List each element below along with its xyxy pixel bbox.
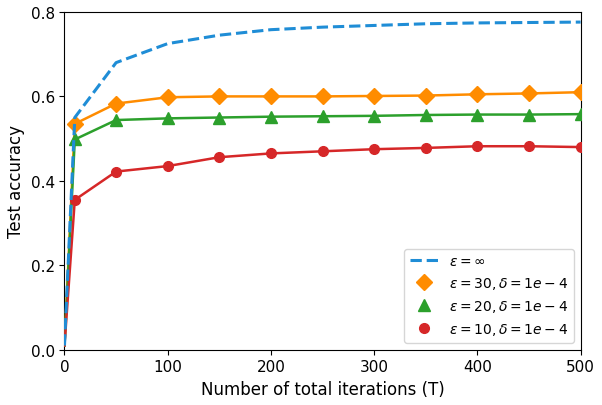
$\varepsilon = \infty$ <box>319 26 326 30</box>
$\varepsilon = 20, \delta = 1e-4$ <box>71 138 78 143</box>
$\varepsilon = 30, \delta = 1e-4$ <box>164 96 172 100</box>
$\varepsilon = \infty$ <box>71 116 78 121</box>
$\varepsilon = 20, \delta = 1e-4$ <box>474 113 481 118</box>
$\varepsilon = 20, \delta = 1e-4$ <box>267 115 275 120</box>
$\varepsilon = \infty$ <box>267 28 275 33</box>
$\varepsilon = 20, \delta = 1e-4$ <box>526 113 533 118</box>
$\varepsilon = 30, \delta = 1e-4$ <box>216 95 223 100</box>
$\varepsilon = 30, \delta = 1e-4$ <box>474 93 481 98</box>
$\varepsilon = 30, \delta = 1e-4$ <box>113 102 120 107</box>
$\varepsilon = 10, \delta = 1e-4$ <box>526 145 533 149</box>
Line: $\varepsilon = 20, \delta = 1e-4$: $\varepsilon = 20, \delta = 1e-4$ <box>69 109 586 146</box>
$\varepsilon = 10, \delta = 1e-4$ <box>164 164 172 169</box>
Legend: $\varepsilon = \infty$, $\varepsilon = 30, \delta = 1e-4$, $\varepsilon = 20, \d: $\varepsilon = \infty$, $\varepsilon = 3… <box>405 249 574 343</box>
$\varepsilon = 30, \delta = 1e-4$ <box>319 95 326 100</box>
$\varepsilon = 20, \delta = 1e-4$ <box>422 113 429 118</box>
$\varepsilon = 10, \delta = 1e-4$ <box>216 156 223 160</box>
$\varepsilon = \infty$ <box>474 21 481 26</box>
$\varepsilon = 10, \delta = 1e-4$ <box>113 170 120 175</box>
$\varepsilon = 10, \delta = 1e-4$ <box>577 145 584 150</box>
$\varepsilon = \infty$ <box>371 24 378 29</box>
$\varepsilon = 20, \delta = 1e-4$ <box>216 116 223 121</box>
Y-axis label: Test accuracy: Test accuracy <box>7 125 25 238</box>
$\varepsilon = 10, \delta = 1e-4$ <box>422 146 429 151</box>
$\varepsilon = 10, \delta = 1e-4$ <box>267 151 275 156</box>
$\varepsilon = 10, \delta = 1e-4$ <box>71 198 78 203</box>
$\varepsilon = 30, \delta = 1e-4$ <box>577 91 584 96</box>
Line: $\varepsilon = 30, \delta = 1e-4$: $\varepsilon = 30, \delta = 1e-4$ <box>69 87 586 130</box>
$\varepsilon = \infty$ <box>422 22 429 27</box>
$\varepsilon = \infty$ <box>61 343 68 348</box>
$\varepsilon = 30, \delta = 1e-4$ <box>267 95 275 100</box>
$\varepsilon = 20, \delta = 1e-4$ <box>164 117 172 121</box>
$\varepsilon = 30, \delta = 1e-4$ <box>71 122 78 127</box>
Line: $\varepsilon = 10, \delta = 1e-4$: $\varepsilon = 10, \delta = 1e-4$ <box>70 142 586 205</box>
$\varepsilon = 30, \delta = 1e-4$ <box>371 94 378 99</box>
$\varepsilon = 20, \delta = 1e-4$ <box>577 113 584 117</box>
$\varepsilon = \infty$ <box>577 21 584 26</box>
X-axis label: Number of total iterations (T): Number of total iterations (T) <box>200 380 444 398</box>
$\varepsilon = 30, \delta = 1e-4$ <box>422 94 429 99</box>
$\varepsilon = 20, \delta = 1e-4$ <box>113 118 120 123</box>
$\varepsilon = \infty$ <box>164 42 172 47</box>
$\varepsilon = \infty$ <box>526 21 533 26</box>
$\varepsilon = \infty$ <box>216 34 223 38</box>
$\varepsilon = 10, \delta = 1e-4$ <box>319 149 326 154</box>
$\varepsilon = 10, \delta = 1e-4$ <box>474 145 481 149</box>
Line: $\varepsilon = \infty$: $\varepsilon = \infty$ <box>64 23 580 346</box>
$\varepsilon = \infty$ <box>113 61 120 66</box>
$\varepsilon = 10, \delta = 1e-4$ <box>371 147 378 152</box>
$\varepsilon = 20, \delta = 1e-4$ <box>319 115 326 119</box>
$\varepsilon = 30, \delta = 1e-4$ <box>526 92 533 97</box>
$\varepsilon = 20, \delta = 1e-4$ <box>371 114 378 119</box>
